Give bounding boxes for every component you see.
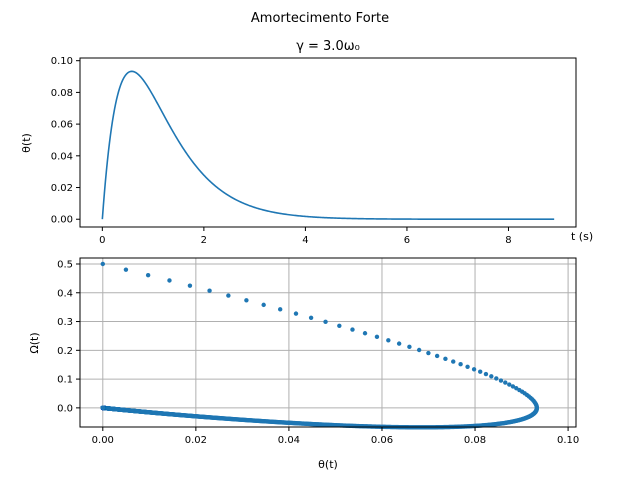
phase-point: [308, 315, 314, 320]
phase-point: [407, 344, 412, 350]
phase-point: [416, 347, 422, 353]
phase-point: [494, 376, 499, 381]
y-tick-label: 0.00: [51, 215, 73, 226]
phase-point: [145, 272, 151, 278]
plot-frame: [79, 57, 577, 228]
phase-point: [374, 334, 380, 340]
plot-frame: [79, 257, 577, 428]
phase-point: [443, 356, 448, 362]
phase-point: [277, 307, 283, 312]
phase-point: [489, 374, 494, 379]
x-axis-label: θ(t): [318, 458, 338, 471]
x-tick-label: 0.00: [92, 435, 114, 446]
y-tick-label: 0.04: [51, 151, 73, 162]
y-tick-label: 0.06: [51, 120, 73, 131]
phase-point: [396, 341, 402, 346]
phase-point: [386, 338, 391, 343]
theta-series-line: [101, 70, 555, 221]
x-tick-label: 0: [99, 235, 105, 246]
x-tick-label: 4: [302, 235, 308, 246]
x-tick-label: 2: [201, 235, 207, 246]
phase-point: [207, 288, 212, 293]
y-tick-label: 0.4: [57, 288, 73, 299]
y-tick-label: 0.08: [51, 88, 73, 99]
phase-point: [498, 378, 504, 383]
phase-point: [100, 405, 106, 411]
phase-point: [503, 380, 508, 385]
x-axis-ticks: 0 2 4 6 8: [99, 227, 512, 246]
phase-point: [483, 371, 489, 377]
phase-point: [100, 261, 106, 267]
y-tick-label: 0.0: [57, 403, 73, 414]
phase-point: [471, 367, 477, 372]
theta-curve-layer: [101, 70, 555, 221]
phase-point: [261, 302, 266, 308]
plot-grid: [80, 258, 576, 427]
phase-point: [510, 384, 516, 389]
phase-point: [458, 362, 463, 367]
phase-point: [465, 364, 470, 370]
y-axis-ticks: 0.00 0.02 0.04 0.06 0.08 0.10: [51, 56, 80, 226]
phase-portrait-plot: 0.00 0.02 0.04 0.06 0.08 0.10 0.0 0.1 0.2 0.3 0.4…: [28, 257, 579, 471]
phase-point: [323, 319, 328, 325]
phase-point: [507, 382, 512, 387]
phase-point: [434, 353, 440, 359]
figure-suptitle: Amortecimento Forte: [251, 11, 389, 26]
y-tick-label: 0.10: [51, 56, 73, 67]
plot-title: γ = 3.0ω₀: [296, 39, 360, 54]
x-tick-label: 0.10: [557, 435, 579, 446]
x-tick-label: 0.04: [278, 435, 300, 446]
phase-point: [167, 278, 172, 283]
y-axis-ticks: 0.0 0.1 0.2 0.3 0.4 0.5: [57, 259, 80, 414]
y-tick-label: 0.5: [57, 259, 73, 270]
phase-point: [337, 323, 342, 328]
phase-point: [244, 298, 249, 303]
x-axis-label: t (s): [571, 230, 593, 243]
y-tick-label: 0.1: [57, 375, 73, 386]
y-axis-label: θ(t): [20, 133, 33, 153]
x-tick-label: 0.02: [185, 435, 207, 446]
y-axis-label: Ω(t): [28, 332, 41, 353]
x-tick-label: 0.06: [371, 435, 393, 446]
phase-point: [451, 359, 456, 364]
phase-point: [478, 369, 483, 374]
phase-point: [187, 283, 193, 288]
phase-point: [293, 311, 299, 316]
x-tick-label: 0.08: [464, 435, 486, 446]
y-tick-label: 0.2: [57, 346, 73, 357]
x-tick-label: 6: [404, 235, 410, 246]
phase-point: [226, 293, 231, 298]
x-tick-label: 8: [505, 235, 511, 246]
phase-point: [362, 331, 368, 336]
phase-point: [123, 267, 129, 272]
x-axis-ticks: 0.00 0.02 0.04 0.06 0.08 0.10: [92, 427, 579, 446]
theta-vs-time-plot: γ = 3.0ω₀ 0 2 4 6 8 0.00 0.02 0.04 0.06 0.08 0.10…: [20, 39, 593, 246]
y-tick-label: 0.02: [51, 183, 73, 194]
phase-point: [350, 327, 355, 332]
phase-point: [426, 350, 431, 356]
y-tick-label: 0.3: [57, 317, 73, 328]
